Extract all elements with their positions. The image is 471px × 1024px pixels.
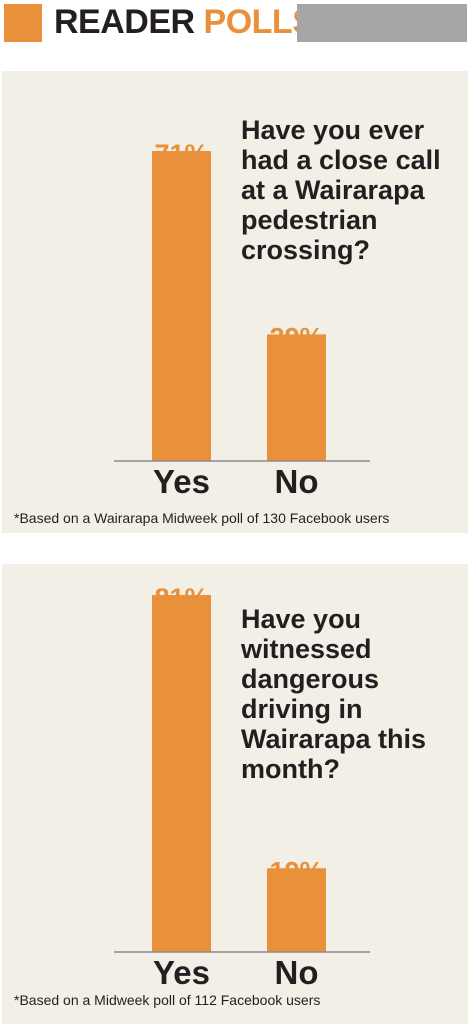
poll-question-2: Have you witnessed dangerous driving in …	[241, 604, 427, 784]
category-label-yes: Yes	[153, 463, 210, 500]
title-word-reader: READER	[54, 3, 195, 41]
value-label-no: 29%	[269, 322, 323, 352]
category-label-yes: Yes	[153, 954, 210, 991]
header-accent-square	[4, 4, 42, 42]
header-gray-bar	[297, 4, 467, 42]
bar-no	[267, 334, 326, 461]
category-label-no: No	[275, 954, 319, 991]
poll-footnote-2: *Based on a Midweek poll of 112 Facebook…	[14, 992, 321, 1008]
bar-yes	[152, 595, 211, 952]
value-label-no: 19%	[269, 856, 323, 886]
value-label-yes: 81%	[154, 583, 208, 613]
page-header: READER POLLS	[0, 0, 471, 46]
poll-question-1: Have you ever had a close call at a Wair…	[241, 115, 441, 265]
poll-panel-2: 81% Yes 19% No Have you witnessed dangerous…	[2, 564, 468, 1024]
title-word-polls: POLLS	[203, 3, 315, 41]
category-label-no: No	[275, 463, 319, 500]
page-title: READER POLLS	[54, 2, 315, 42]
bar-yes	[152, 151, 211, 461]
poll-chart-1: 71% Yes 29% No	[114, 139, 370, 500]
value-label-yes: 71%	[154, 139, 208, 169]
poll-chart-2: 81% Yes 19% No	[114, 583, 370, 991]
poll-panel-1: 71% Yes 29% No Have you ever had a close ca…	[2, 71, 468, 533]
bar-no	[267, 868, 326, 952]
poll-footnote-1: *Based on a Wairarapa Midweek poll of 13…	[14, 510, 390, 526]
